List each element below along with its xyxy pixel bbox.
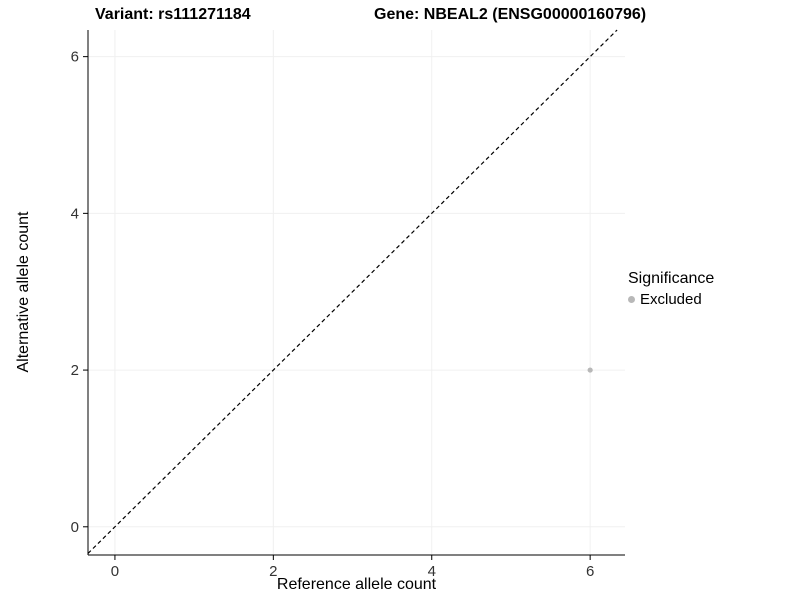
- svg-text:2: 2: [269, 563, 277, 580]
- svg-text:6: 6: [71, 49, 79, 66]
- plot-title-gene: Gene: NBEAL2 (ENSG00000160796): [374, 6, 647, 23]
- legend-entry-excluded: Excluded: [628, 291, 714, 308]
- y-axis-label: Alternative allele count: [15, 211, 32, 373]
- legend-dot-icon: [628, 296, 635, 303]
- x-axis-label: Reference allele count: [276, 576, 437, 593]
- legend-title: Significance: [628, 270, 715, 287]
- svg-text:2: 2: [71, 362, 79, 379]
- svg-text:0: 0: [111, 563, 119, 580]
- plot-title-variant: Variant: rs111271184: [95, 6, 251, 23]
- svg-text:0: 0: [71, 519, 79, 536]
- legend-entry-label: Excluded: [640, 291, 702, 308]
- svg-text:4: 4: [71, 205, 79, 222]
- legend: Significance Excluded: [628, 270, 714, 308]
- svg-text:4: 4: [428, 563, 436, 580]
- svg-text:6: 6: [586, 563, 594, 580]
